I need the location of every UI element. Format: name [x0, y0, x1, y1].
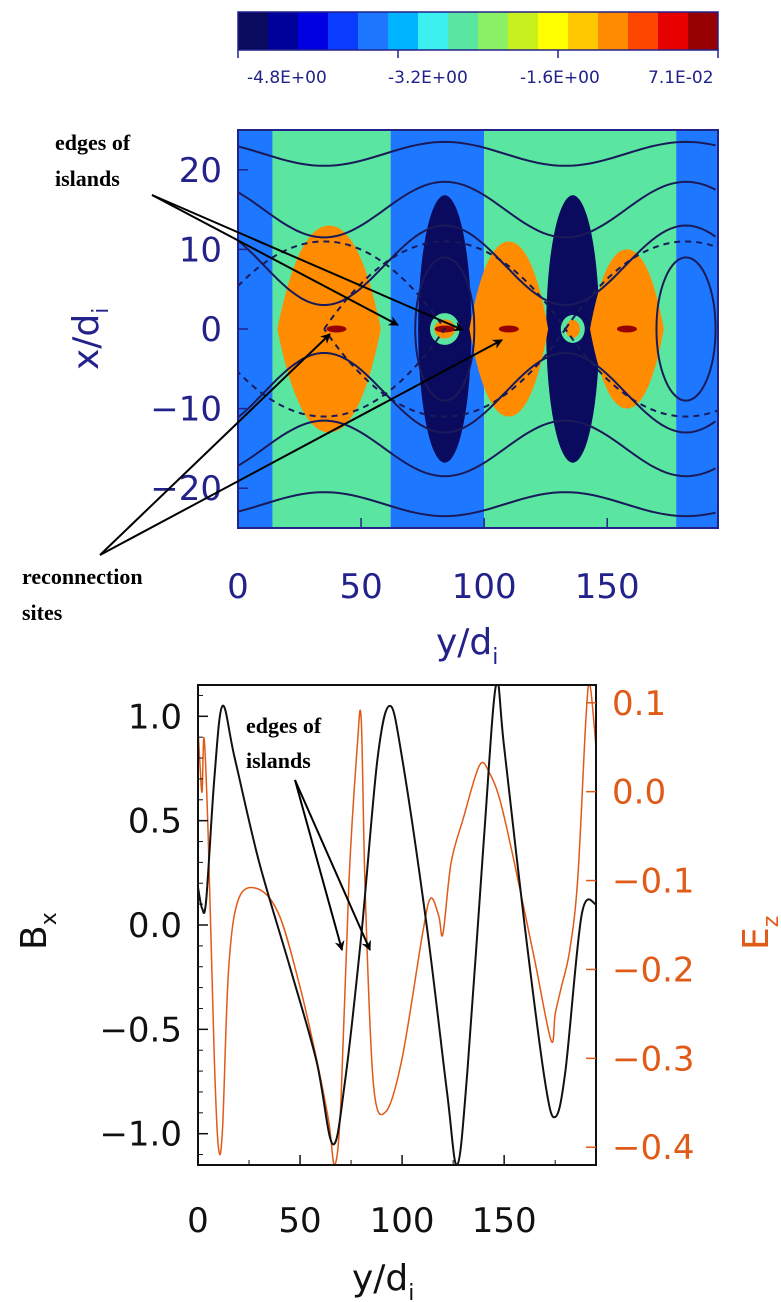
colorbar-swatch: [418, 12, 449, 50]
colorbar-swatch: [658, 12, 689, 50]
colorbar-swatch: [328, 12, 359, 50]
line-plot-y-tick-label: 1.0: [128, 697, 182, 737]
colorbar-tick-label: -3.2E+00: [388, 68, 468, 88]
colorbar-swatch: [448, 12, 479, 50]
annotation-arrow: [151, 194, 464, 332]
line-plot-y2-tick-label: −0.1: [612, 862, 695, 902]
heatmap-y-tick-label: 10: [179, 230, 222, 270]
annotation-arrow: [99, 339, 503, 556]
line-plot-x-tick-label: 150: [472, 1201, 537, 1241]
annotation-arrow: [151, 194, 399, 326]
colorbar-swatch: [568, 12, 599, 50]
heatmap-x-tick-label: 100: [452, 567, 517, 607]
colorbar: -4.8E+00 -3.2E+00 -1.6E+00 7.1E-02: [237, 11, 719, 88]
line-plot-x-axis-label: y/di: [352, 1258, 414, 1302]
heatmap-x-tick-label: 150: [575, 567, 640, 607]
annotation-arrow: [99, 333, 331, 556]
colorbar-swatch: [358, 12, 389, 50]
colorbar-swatch: [388, 12, 419, 50]
line-plot-y2-tick-label: −0.2: [612, 950, 695, 990]
field-line: [238, 140, 716, 167]
heatmap-y-axis-label: x/di: [66, 308, 114, 370]
line-plot-y2-tick-label: 0.0: [612, 773, 666, 813]
annotation-reconnection-line2: sites: [22, 600, 63, 625]
line-plot-x-tick-label: 0: [187, 1201, 209, 1241]
line-plot-y-tick-label: −0.5: [99, 1010, 182, 1050]
colorbar-tick-label: -4.8E+00: [247, 68, 327, 88]
colorbar-swatch: [628, 12, 659, 50]
heatmap-y-tick-label: −20: [150, 469, 222, 509]
annotation-edges-line2: islands: [55, 166, 120, 191]
reconnection-site: [326, 325, 347, 333]
heatmap-x-tick-label: 0: [227, 567, 249, 607]
line-plot-y-tick-label: −1.0: [99, 1115, 182, 1155]
line-plot: 0 50 100 150 1.0 0.5 0.0 −0.5 −1.0 0.1 0.0 −0.1 −0…: [14, 684, 781, 1302]
field-line: [238, 180, 716, 239]
heatmap-y-tick-label: 0: [200, 310, 222, 350]
colorbar-tick-label: 7.1E-02: [648, 68, 714, 88]
colorbar-swatch: [538, 12, 569, 50]
series-ez-line: [198, 685, 596, 1165]
separatrix: [238, 240, 446, 418]
line-plot-x-tick-label: 100: [370, 1201, 435, 1241]
field-line-island: [414, 256, 476, 402]
heatmap-y-tick-label: −10: [150, 390, 222, 430]
field-line: [238, 352, 717, 434]
heatmap-x-axis-label: y/di: [436, 622, 498, 670]
colorbar-swatch: [478, 12, 509, 50]
annotation-reconnection-line1: reconnection: [22, 564, 143, 589]
line-plot-y2-tick-label: 0.1: [612, 684, 666, 724]
colorbar-tick-label: -1.6E+00: [520, 68, 600, 88]
line-plot-y2-axis-label: Ez: [736, 916, 781, 950]
field-line-island: [655, 256, 717, 402]
line-plot-y2-tick-label: −0.3: [612, 1039, 695, 1079]
line-plot-annotations: edges of islands: [246, 713, 371, 951]
colorbar-swatch: [688, 12, 719, 50]
reconnection-site: [616, 325, 637, 333]
heatmap-band: [676, 130, 718, 528]
reconnection-site: [498, 325, 519, 333]
line-plot-y-axis-label: Bx: [14, 912, 62, 950]
annotation-edges-line1: edges of: [246, 713, 322, 738]
colorbar-swatch: [508, 12, 539, 50]
colorbar-swatch: [598, 12, 629, 50]
colorbar-swatch: [298, 12, 329, 50]
annotation-arrow: [294, 779, 371, 951]
colorbar-swatch: [238, 12, 269, 50]
line-plot-x-tick-label: 50: [278, 1201, 321, 1241]
separatrix: [564, 240, 718, 418]
field-line: [238, 419, 716, 478]
series-bx-line: [198, 685, 596, 1165]
line-plot-y-tick-label: 0.0: [128, 906, 182, 946]
colorbar-swatch: [268, 12, 299, 50]
heatmap-x-tick-label: 50: [339, 567, 382, 607]
field-line: [238, 491, 716, 518]
field-line: [238, 224, 717, 306]
line-plot-y2-tick-label: −0.4: [612, 1128, 695, 1168]
heatmap-annotations: edges of islands reconnection sites: [22, 130, 503, 625]
annotation-edges-line2: islands: [246, 748, 311, 773]
annotation-arrow: [294, 779, 345, 951]
colorbar-frame: [237, 11, 719, 51]
heatmap-core: [565, 320, 580, 338]
line-plot-y-tick-label: 0.5: [128, 802, 182, 842]
heatmap-y-tick-label: 20: [179, 151, 222, 191]
annotation-edges-line1: edges of: [55, 130, 131, 155]
